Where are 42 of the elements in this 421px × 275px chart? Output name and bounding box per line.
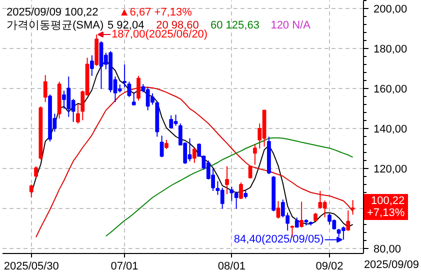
candlestick: [192, 147, 196, 164]
y-tick-label: 160,00: [374, 84, 408, 96]
candlestick: [300, 201, 304, 228]
candlestick: [230, 186, 234, 202]
candlestick: [29, 184, 34, 198]
y-tick-label: 180,00: [374, 44, 408, 56]
text: 100,22 +7,13%: [364, 194, 408, 220]
candlestick: [136, 75, 140, 101]
candlestick: [350, 200, 355, 216]
candlestick: [122, 64, 126, 88]
y-tick-label: 200,00: [374, 4, 408, 16]
x-tick-label: 08/01: [218, 260, 246, 272]
text: ▲6,67 +7,13%: [118, 6, 192, 18]
legend-label: 120 N/A: [270, 20, 312, 32]
candlestick: [169, 114, 174, 129]
candlestick: [346, 210, 350, 232]
candlestick: [248, 165, 252, 179]
candlestick: [160, 135, 164, 158]
candlestick: [132, 92, 136, 106]
candlestick: [127, 81, 132, 98]
x-tick-label: 2025/05/30: [4, 260, 59, 272]
y-tick-label: 80,00: [374, 244, 402, 256]
candlestick: [76, 103, 80, 124]
x-tick-label: 07/01: [110, 260, 138, 272]
candlestick: [90, 54, 94, 76]
y-tick-label: 140,00: [374, 124, 408, 136]
candlestick: [43, 74, 48, 103]
candlestick: [234, 191, 238, 210]
text: 2025/09/09 100,22: [6, 6, 98, 18]
candlestick: [225, 166, 229, 195]
candlestick: [239, 182, 243, 200]
candlestick: [220, 187, 224, 210]
candlestick: [34, 166, 38, 178]
candlestick: [276, 200, 280, 219]
annotation: 84,40(2025/09/05): [234, 234, 324, 246]
x-tick-label: 09/02: [316, 260, 344, 272]
legend-title: 가격이동평균(SMA): [6, 20, 104, 32]
candlestick: [253, 144, 257, 166]
annotation: 187,00(2025/06/20): [112, 28, 208, 40]
text: 2025/09/09: [364, 259, 419, 271]
y-tick-label: 120,00: [374, 164, 408, 176]
text: 60 125,63: [210, 20, 260, 32]
